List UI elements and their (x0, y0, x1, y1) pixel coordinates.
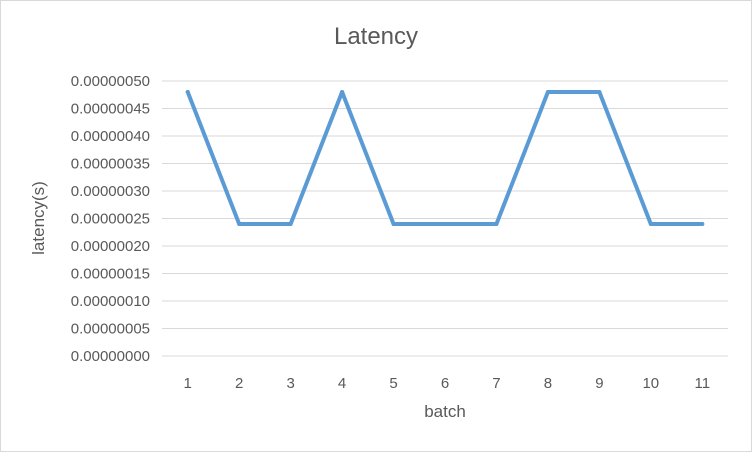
series-layer (185, 90, 705, 226)
series-line (185, 90, 705, 226)
data-point (648, 222, 653, 226)
chart-title: Latency (334, 23, 418, 50)
data-point (340, 90, 345, 94)
gridlines (162, 80, 728, 357)
y-axis-ticks: 0.00000000 0.00000005 0.00000010 0.00000015… (71, 73, 150, 365)
y-tick-label: 0.00000000 (71, 348, 150, 365)
data-point (700, 222, 705, 226)
data-point (494, 222, 499, 226)
x-axis-ticks: 1 2 3 4 5 6 7 8 9 10 11 (184, 375, 711, 392)
data-point (597, 90, 602, 94)
y-tick-label: 0.00000010 (71, 293, 150, 310)
x-tick-label: 6 (441, 375, 449, 392)
x-tick-label: 2 (235, 375, 243, 392)
y-tick-label: 0.00000005 (71, 321, 150, 338)
data-point (443, 222, 447, 226)
y-tick-label: 0.00000035 (71, 156, 150, 173)
y-axis-label: latency(s) (29, 181, 48, 255)
data-point (237, 222, 242, 226)
y-tick-label: 0.00000050 (71, 73, 150, 90)
data-point (288, 222, 293, 226)
x-tick-label: 5 (389, 375, 397, 392)
y-tick-label: 0.00000020 (71, 238, 150, 255)
x-axis-label: batch (424, 402, 466, 421)
data-point (545, 90, 550, 94)
data-point (185, 90, 190, 94)
x-tick-label: 10 (642, 375, 659, 392)
x-tick-label: 3 (286, 375, 294, 392)
y-tick-label: 0.00000040 (71, 128, 150, 145)
y-tick-label: 0.00000030 (71, 183, 150, 200)
x-tick-label: 1 (184, 375, 192, 392)
x-tick-label: 4 (338, 375, 346, 392)
data-point (391, 222, 396, 226)
y-tick-label: 0.00000025 (71, 211, 150, 228)
x-tick-label: 7 (492, 375, 500, 392)
x-tick-label: 11 (694, 375, 710, 392)
y-tick-label: 0.00000015 (71, 266, 150, 283)
x-tick-label: 9 (595, 375, 603, 392)
x-tick-label: 8 (544, 375, 552, 392)
y-tick-label: 0.00000045 (71, 101, 150, 118)
